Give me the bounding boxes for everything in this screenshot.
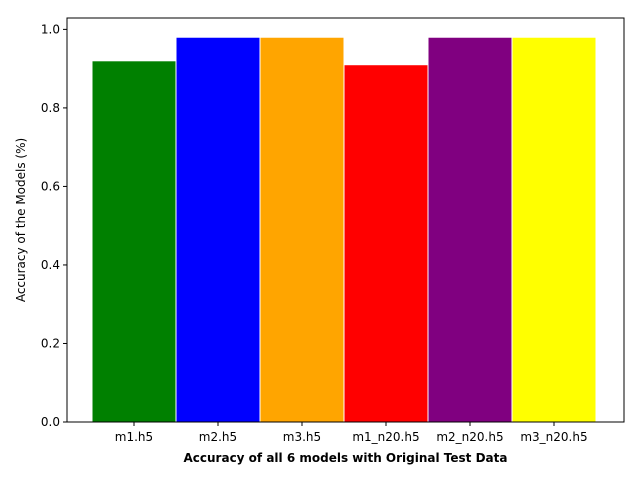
x-tick-label: m2_n20.h5 bbox=[436, 430, 503, 444]
y-tick-label: 0.0 bbox=[41, 415, 60, 429]
x-tick-label: m2.h5 bbox=[199, 430, 237, 444]
x-tick-label: m3_n20.h5 bbox=[520, 430, 587, 444]
bar-m1-n20-h5 bbox=[343, 64, 429, 423]
y-tick-label: 1.0 bbox=[41, 22, 60, 36]
bar-m3-n20-h5 bbox=[511, 36, 597, 423]
x-tick-label: m1_n20.h5 bbox=[352, 430, 419, 444]
y-tick-label: 0.6 bbox=[41, 179, 60, 193]
y-tick-label: 0.4 bbox=[41, 258, 60, 272]
bar-m2-h5 bbox=[175, 36, 261, 423]
bar-m2-n20-h5 bbox=[427, 36, 513, 423]
bars-group bbox=[91, 36, 597, 423]
y-axis-label: Accuracy of the Models (%) bbox=[14, 138, 28, 302]
y-tick-label: 0.2 bbox=[41, 336, 60, 350]
bar-m1-h5 bbox=[91, 60, 177, 423]
plot-frame bbox=[66, 17, 625, 423]
x-axis-label: Accuracy of all 6 models with Original T… bbox=[184, 451, 508, 465]
bar-m3-h5 bbox=[259, 36, 345, 423]
y-axis-ticks: 0.0 0.2 0.4 0.6 0.8 1.0 bbox=[41, 22, 67, 429]
x-tick-label: m1.h5 bbox=[115, 430, 153, 444]
y-tick-label: 0.8 bbox=[41, 101, 60, 115]
x-axis-ticks: m1.h5 m2.h5 m3.h5 m1_n20.h5 m2_n20.h5 m3_n20.… bbox=[115, 422, 588, 444]
x-tick-label: m3.h5 bbox=[283, 430, 321, 444]
